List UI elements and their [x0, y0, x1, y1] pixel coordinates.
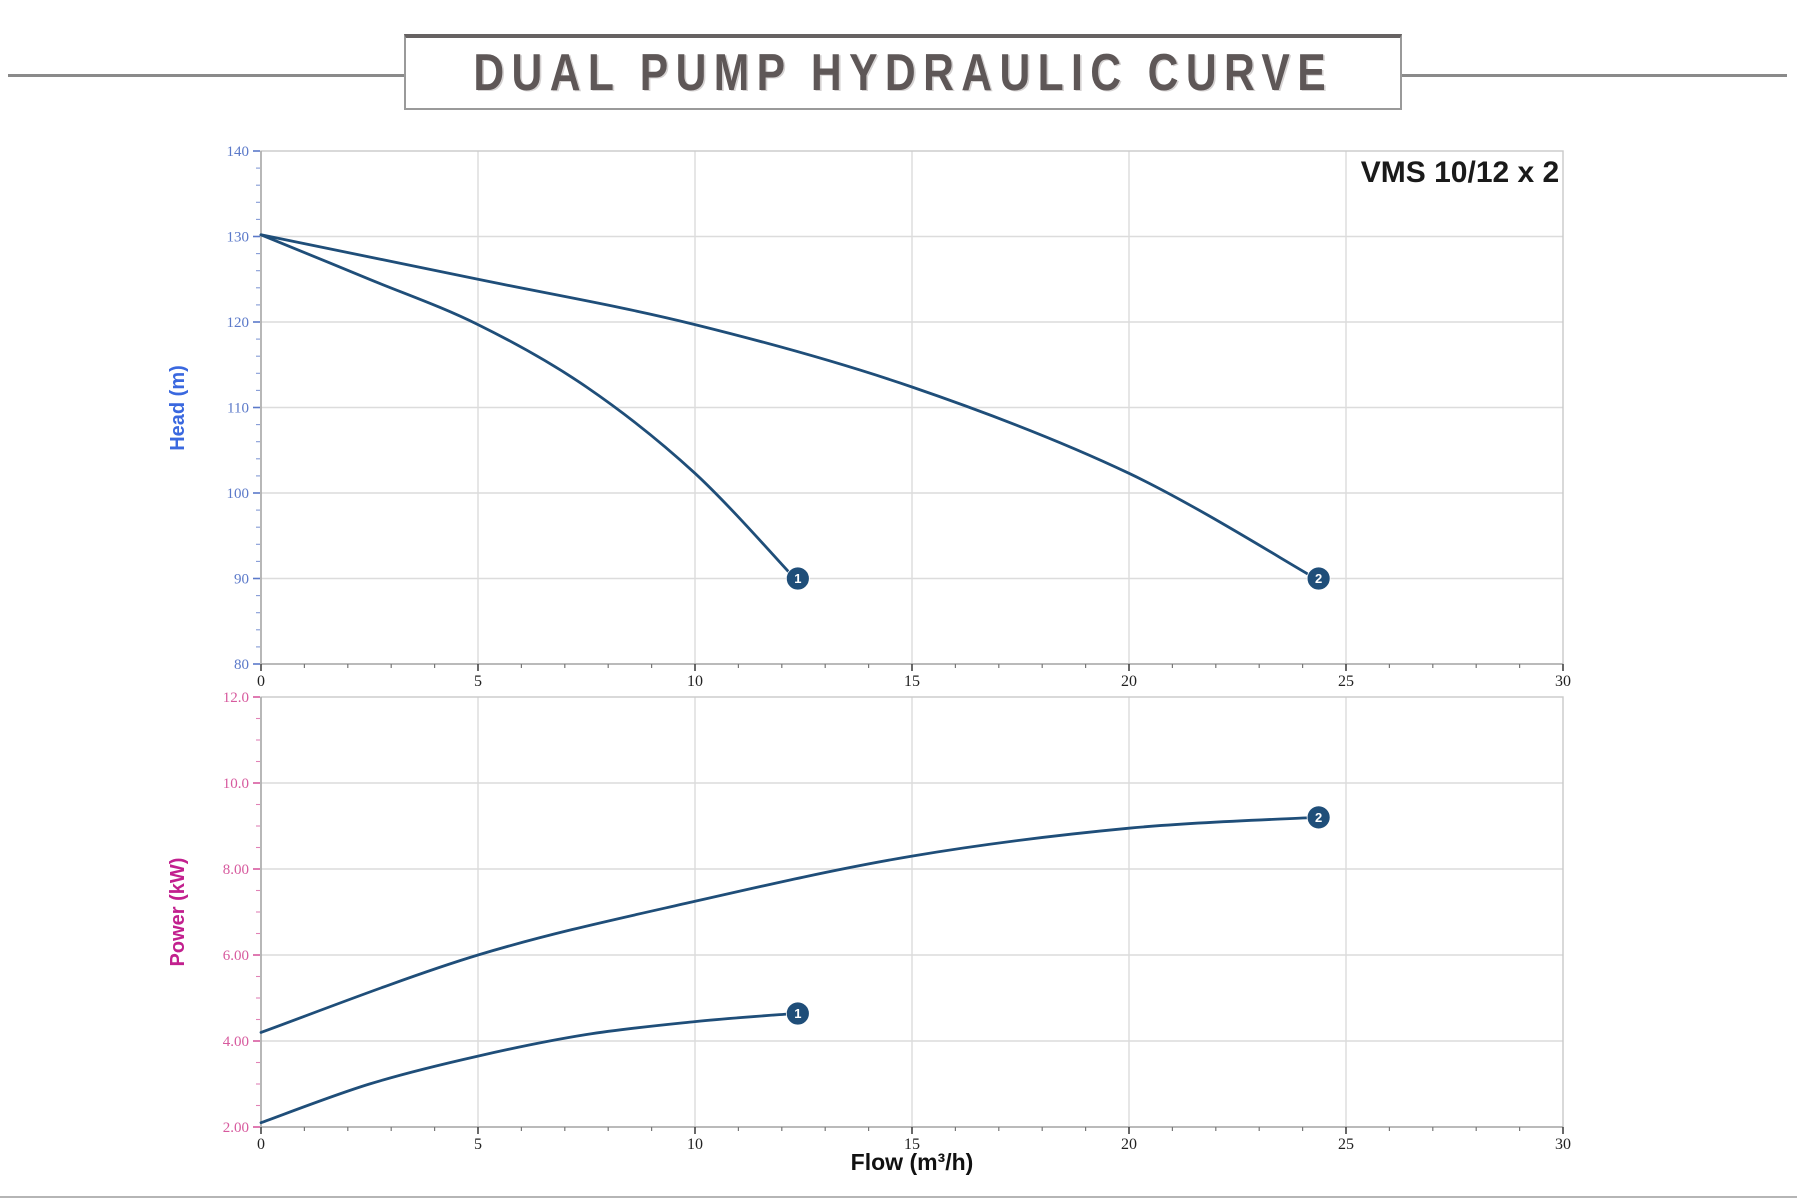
y-tick-label: 90	[234, 572, 249, 588]
x-axis-title: Flow (m³/h)	[851, 1149, 974, 1175]
pump-curve-1	[259, 233, 797, 580]
curve-end-marker-label-2: 2	[1315, 571, 1322, 586]
curve-end-marker-label-1: 1	[794, 571, 801, 586]
y-tick-label: 12.0	[223, 690, 249, 706]
x-tick-label: 30	[1555, 673, 1571, 690]
y-tick-label: 2.00	[223, 1120, 249, 1136]
x-tick-label: 15	[904, 673, 920, 690]
curve-end-marker-2	[1306, 805, 1331, 830]
model-label: VMS 10/12 x 2	[1361, 156, 1559, 189]
curve-end-marker-2	[1306, 566, 1331, 591]
y-tick-label: 6.00	[223, 948, 249, 964]
head-flow-chart: 0 5 10 15 20 25 30 80 90 100 110 120 130 140 Head (m) V…	[167, 144, 1571, 690]
x-tick-label: 5	[474, 1136, 482, 1153]
x-tick-label: 25	[1338, 673, 1354, 690]
curve-end-marker-1	[785, 1001, 810, 1026]
y-tick-label: 110	[227, 401, 249, 417]
pump-curve-1	[259, 1012, 797, 1125]
pump-curve-2	[259, 816, 1317, 1034]
curve-end-marker-1	[785, 566, 810, 591]
y-tick-label: 4.00	[223, 1034, 249, 1050]
y-tick-label: 140	[227, 144, 250, 160]
curve-end-marker-label-1: 1	[794, 1006, 801, 1021]
x-tick-label: 5	[474, 673, 482, 690]
title-box: DUAL PUMP HYDRAULIC CURVE	[404, 34, 1402, 110]
y-tick-label: 8.00	[223, 862, 249, 878]
x-tick-label: 10	[687, 1136, 703, 1153]
y-tick-label: 80	[234, 657, 249, 673]
y-tick-label: 130	[227, 230, 250, 246]
curve-end-marker-label-2: 2	[1315, 810, 1322, 825]
x-tick-label: 0	[257, 1136, 265, 1153]
x-tick-label: 30	[1555, 1136, 1571, 1153]
x-tick-label: 20	[1121, 673, 1137, 690]
x-tick-label: 20	[1121, 1136, 1137, 1153]
x-tick-label: 0	[257, 673, 265, 690]
y-axis-title: Power (kW)	[167, 858, 189, 967]
y-tick-label: 100	[227, 486, 250, 502]
power-flow-chart: 0 5 10 15 20 25 30 2.00 4.00 6.00 8.00 10.0 12.0 Powe…	[167, 690, 1571, 1175]
y-tick-label: 120	[227, 315, 250, 331]
pump-curve-2	[259, 233, 1317, 580]
y-axis-title: Head (m)	[167, 365, 189, 451]
x-tick-label: 15	[904, 1136, 920, 1153]
page-title: DUAL PUMP HYDRAULIC CURVE	[473, 44, 1333, 102]
page-bottom-border	[0, 1196, 1797, 1198]
x-tick-label: 10	[687, 673, 703, 690]
y-tick-label: 10.0	[223, 776, 249, 792]
x-tick-label: 25	[1338, 1136, 1354, 1153]
